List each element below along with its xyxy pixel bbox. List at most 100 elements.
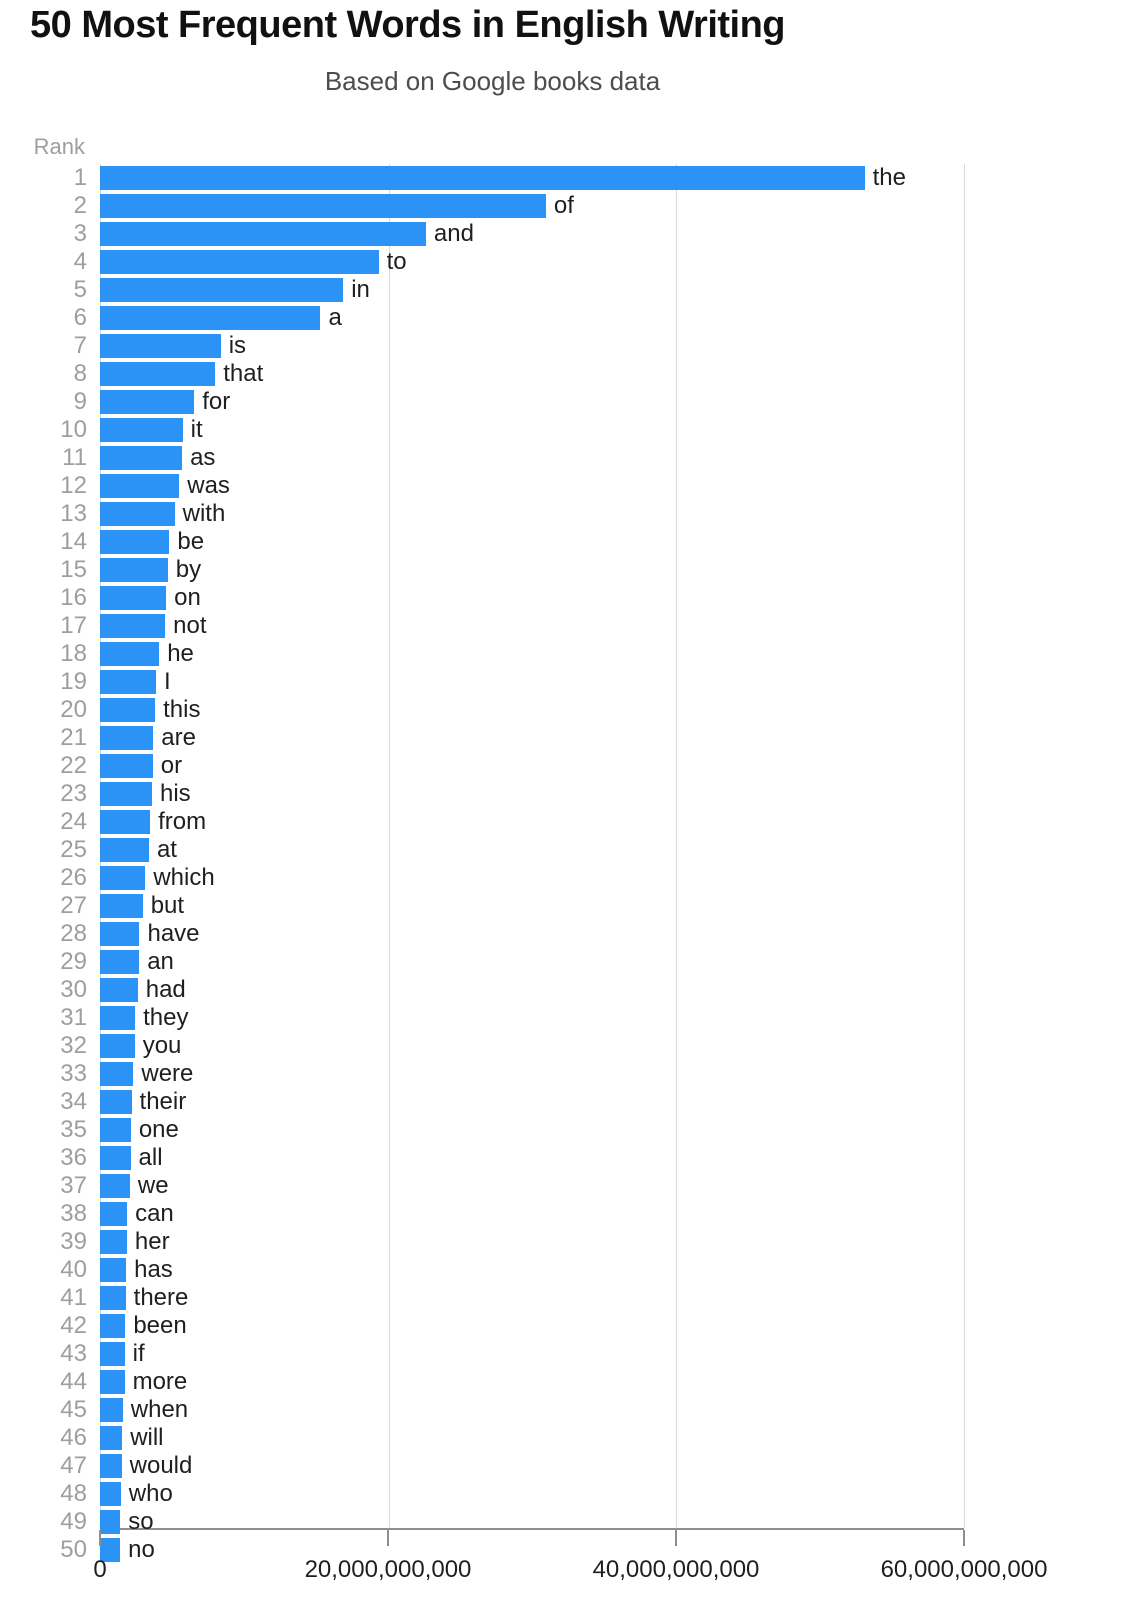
chart-subtitle: Based on Google books data	[324, 66, 661, 96]
bar-area: her	[100, 1228, 964, 1256]
word-label: it	[190, 416, 203, 443]
chart-row: 14 be	[0, 528, 964, 556]
bar	[100, 194, 546, 218]
bar-area: when	[100, 1396, 964, 1424]
bar-area: were	[100, 1060, 964, 1088]
chart-row: 10 it	[0, 416, 964, 444]
bar-area: their	[100, 1088, 964, 1116]
bar	[100, 362, 216, 386]
word-label: when	[130, 1396, 189, 1423]
chart-row: 43 if	[0, 1340, 964, 1368]
bar	[100, 446, 183, 470]
chart-row: 8 that	[0, 360, 964, 388]
chart-row: 35 one	[0, 1116, 964, 1144]
chart-row: 38 can	[0, 1200, 964, 1228]
chart-row: 34 their	[0, 1088, 964, 1116]
rank-label: 29	[60, 948, 87, 975]
bar-area: would	[100, 1452, 964, 1480]
rank-label: 10	[60, 416, 87, 443]
chart-row: 13 with	[0, 500, 964, 528]
word-label: on	[174, 584, 201, 611]
bar-area: it	[100, 416, 964, 444]
x-axis-tick	[99, 1530, 101, 1546]
word-label: more	[132, 1368, 188, 1395]
chart-row: 29 an	[0, 948, 964, 976]
rank-label: 8	[73, 360, 87, 387]
rank-label: 36	[60, 1144, 87, 1171]
chart-row: 44 more	[0, 1368, 964, 1396]
word-label: we	[137, 1172, 169, 1199]
chart-row: 40 has	[0, 1256, 964, 1284]
rank-label: 48	[60, 1480, 87, 1507]
rank-label: 18	[60, 640, 87, 667]
rank-label: 6	[73, 304, 87, 331]
rank-label: 3	[73, 220, 87, 247]
rank-label: 26	[60, 864, 87, 891]
rank-label: 39	[60, 1228, 87, 1255]
word-label: if	[132, 1340, 145, 1367]
chart-row: 49 so	[0, 1508, 964, 1536]
rank-label: 34	[60, 1088, 87, 1115]
bar	[100, 1230, 127, 1254]
rank-label: 28	[60, 920, 87, 947]
bar-area: had	[100, 976, 964, 1004]
word-label: her	[134, 1228, 170, 1255]
bar-area: so	[100, 1508, 964, 1536]
bar-area: there	[100, 1284, 964, 1312]
word-label: are	[161, 724, 196, 751]
rank-label: 43	[60, 1340, 87, 1367]
rank-label: 17	[60, 612, 87, 639]
word-label: not	[173, 612, 207, 639]
y-axis-title: Rank	[33, 134, 85, 159]
rank-label: 31	[60, 1004, 87, 1031]
bar-area: of	[100, 192, 964, 220]
chart-row: 26 which	[0, 864, 964, 892]
chart-row: 12 was	[0, 472, 964, 500]
bar	[100, 1146, 131, 1170]
bar-area: that	[100, 360, 964, 388]
chart-row: 16 on	[0, 584, 964, 612]
rank-label: 24	[60, 808, 87, 835]
word-label: his	[160, 780, 191, 807]
bar-area: with	[100, 500, 964, 528]
bar	[100, 502, 175, 526]
bar	[100, 558, 168, 582]
chart-row: 18 he	[0, 640, 964, 668]
bar	[100, 1202, 128, 1226]
chart-row: 41 there	[0, 1284, 964, 1312]
bar	[100, 1482, 121, 1506]
x-axis-tick	[963, 1530, 965, 1546]
bar-area: who	[100, 1480, 964, 1508]
bar-area: if	[100, 1340, 964, 1368]
x-axis-tick-label: 60,000,000,000	[880, 1556, 1048, 1583]
bar-area: and	[100, 220, 964, 248]
bar	[100, 810, 151, 834]
bar	[100, 726, 154, 750]
word-label: all	[138, 1144, 163, 1171]
rank-label: 30	[60, 976, 87, 1003]
bar-area: one	[100, 1116, 964, 1144]
bar-area: by	[100, 556, 964, 584]
rank-label: 13	[60, 500, 87, 527]
word-label: the	[872, 164, 906, 191]
rank-label: 40	[60, 1256, 87, 1283]
chart-row: 36 all	[0, 1144, 964, 1172]
word-label: have	[147, 920, 200, 947]
gridline	[676, 164, 678, 1528]
rank-label: 12	[60, 472, 87, 499]
rank-label: 22	[60, 752, 87, 779]
word-label: been	[133, 1312, 187, 1339]
chart-row: 15 by	[0, 556, 964, 584]
bar	[100, 1286, 126, 1310]
bar-area: will	[100, 1424, 964, 1452]
chart-row: 37 we	[0, 1172, 964, 1200]
bar-area: are	[100, 724, 964, 752]
chart-row: 11 as	[0, 444, 964, 472]
word-label: their	[139, 1088, 187, 1115]
word-label: as	[190, 444, 216, 471]
bar	[100, 1006, 136, 1030]
word-label: a	[328, 304, 342, 331]
chart-row: 24 from	[0, 808, 964, 836]
